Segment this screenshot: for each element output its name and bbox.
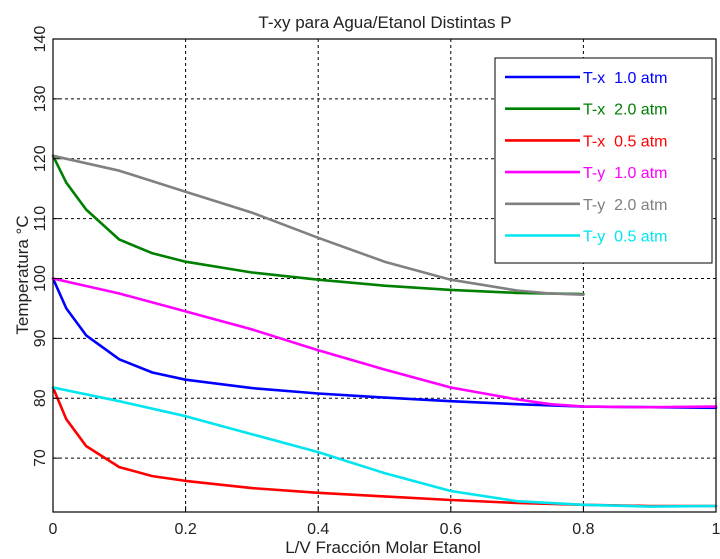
y-tick-label: 110 (32, 206, 49, 232)
x-tick-label: 0.6 (440, 521, 462, 538)
x-tick-label: 0 (49, 521, 58, 538)
series-layer (51, 154, 718, 508)
x-axis-title: L/V Fracción Molar Etanol (285, 538, 481, 557)
legend-label: T-y 0.5 atm (583, 229, 667, 246)
legend-label: T-y 1.0 atm (583, 165, 667, 182)
legend-label: T-x 1.0 atm (583, 70, 667, 87)
x-tick-label: 0.4 (307, 521, 329, 538)
x-tick-label: 0.2 (174, 521, 196, 538)
plot-frame (52, 38, 717, 513)
legend: T-x 1.0 atm T-x 2.0 atm T-x 0.5 atm T-y 1.0… (494, 57, 713, 264)
legend-label: T-y 2.0 atm (583, 197, 667, 214)
x-tick-label: 0.8 (572, 521, 594, 538)
y-tick-label: 70 (32, 449, 49, 467)
y-tick-label: 140 (32, 26, 49, 53)
series-line-2 (51, 154, 585, 296)
y-tick-label: 80 (32, 389, 49, 407)
x-tick-label: 1 (712, 521, 720, 538)
ticks: 0 0.2 0.4 0.6 0.8 1 70 80 90 100 110 120 130 140 (32, 26, 720, 538)
legend-label: T-x 2.0 atm (583, 102, 667, 119)
chart-title: T-xy para Agua/Etanol Distintas P (258, 13, 511, 32)
series-line-5 (51, 154, 585, 297)
legend-label: T-x 0.5 atm (583, 133, 667, 150)
y-axis-title: Temperatura °C (13, 215, 32, 334)
y-tick-label: 130 (32, 85, 49, 112)
series-line-6 (51, 386, 718, 508)
legend-box (494, 57, 713, 264)
series-line-4 (51, 277, 718, 409)
y-tick-label: 120 (32, 145, 49, 172)
y-tick-label: 100 (32, 265, 49, 292)
y-tick-label: 90 (32, 329, 49, 347)
